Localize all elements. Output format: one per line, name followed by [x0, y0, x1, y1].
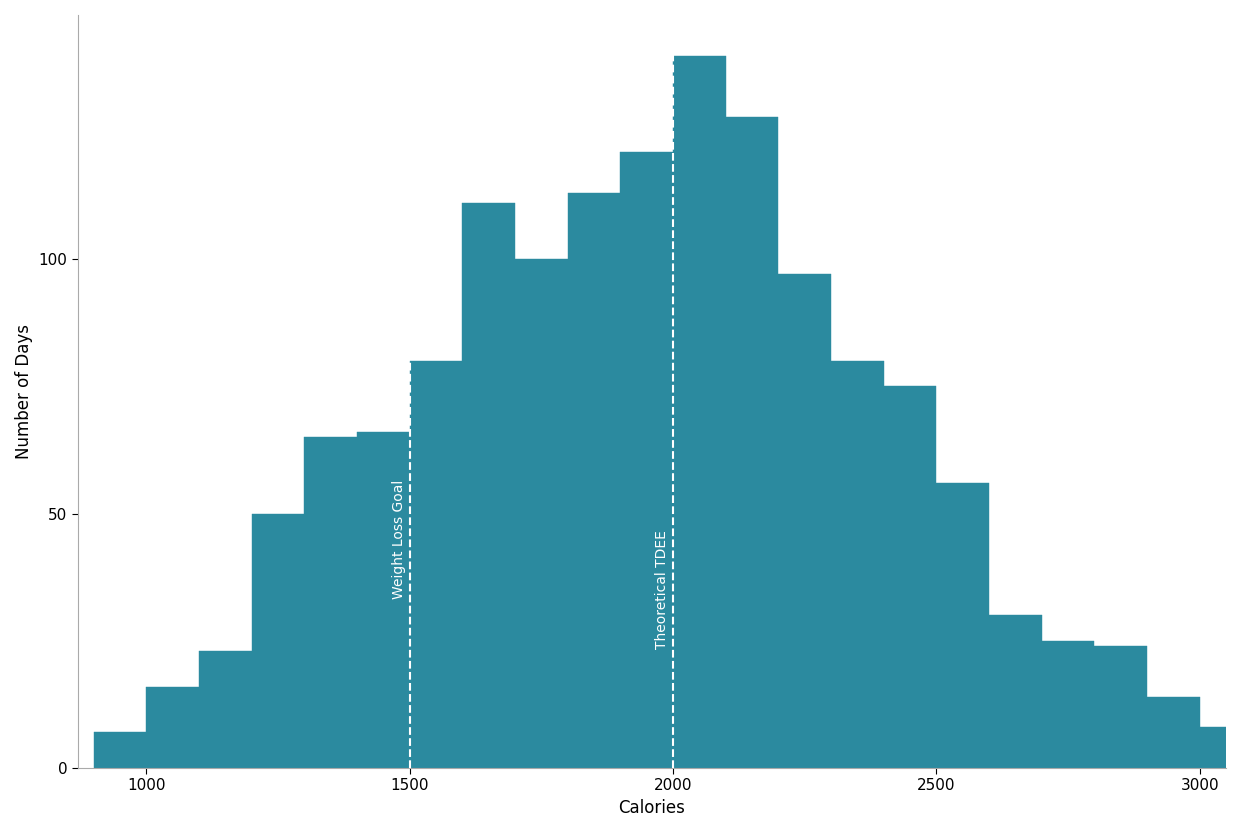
Bar [1095, 646, 1147, 768]
Bar [1041, 641, 1095, 768]
Text: Weight Loss Goal: Weight Loss Goal [392, 479, 406, 599]
Bar [936, 483, 989, 768]
Bar [1200, 727, 1241, 768]
Text: Theoretical TDEE: Theoretical TDEE [655, 531, 669, 650]
Bar [726, 116, 778, 768]
Bar [1147, 696, 1200, 768]
Bar [252, 513, 304, 768]
Bar [515, 260, 567, 768]
Y-axis label: Number of Days: Number of Days [15, 324, 34, 459]
Bar [357, 432, 410, 768]
Bar [620, 152, 673, 768]
Bar [93, 732, 146, 768]
Bar [199, 651, 252, 768]
Bar [304, 438, 357, 768]
Bar [831, 361, 884, 768]
Bar [567, 193, 620, 768]
Bar [673, 56, 726, 768]
Bar [410, 361, 463, 768]
Bar [884, 386, 936, 768]
Bar [146, 686, 199, 768]
X-axis label: Calories: Calories [618, 799, 685, 817]
Bar [778, 275, 831, 768]
Bar [989, 616, 1041, 768]
Bar [463, 203, 515, 768]
